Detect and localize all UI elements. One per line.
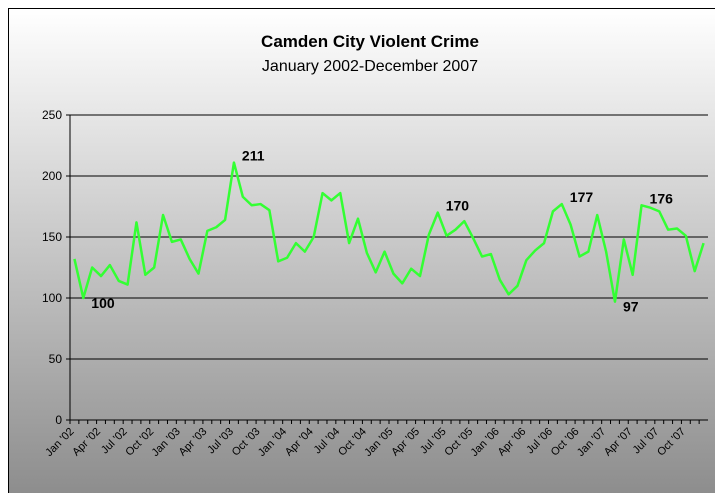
y-tick-label: 100 (42, 291, 62, 305)
data-label: 177 (570, 189, 594, 205)
y-tick-label: 200 (42, 169, 62, 183)
data-label: 170 (446, 198, 470, 214)
chart-frame (8, 8, 715, 493)
y-tick-label: 250 (42, 108, 62, 122)
data-label: 211 (242, 148, 265, 164)
chart-title: Camden City Violent Crime (261, 32, 479, 51)
data-label: 97 (623, 299, 639, 315)
y-tick-label: 50 (49, 352, 63, 366)
data-label: 176 (650, 190, 674, 206)
chart-subtitle: January 2002-December 2007 (262, 58, 478, 75)
y-tick-label: 150 (42, 230, 62, 244)
data-line (73, 161, 705, 303)
data-label: 100 (91, 295, 115, 311)
y-tick-label: 0 (55, 413, 62, 427)
